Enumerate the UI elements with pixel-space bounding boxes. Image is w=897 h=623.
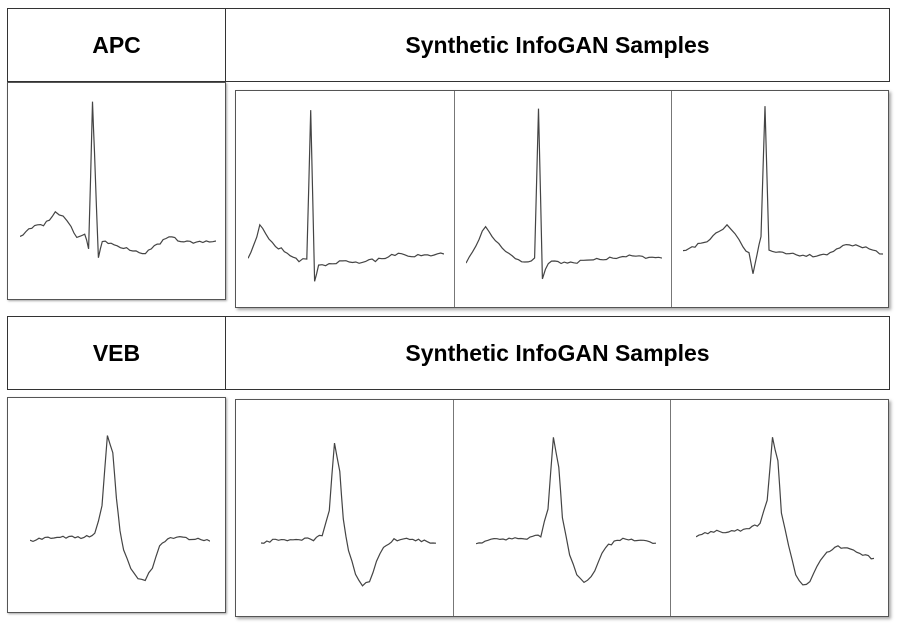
panel-divider	[670, 400, 671, 616]
class-label-text: APC	[92, 31, 141, 58]
ecg-waveform-line	[20, 101, 216, 258]
original-panel-apc	[7, 82, 226, 300]
panel-divider	[671, 91, 672, 307]
ecg-trace-synthetic-apc-1	[248, 110, 444, 282]
ecg-waveform-line	[261, 442, 436, 587]
ecg-trace-synthetic-veb-3	[696, 437, 874, 586]
ecg-trace-synthetic-apc-3	[683, 106, 883, 274]
synthetic-panel-group-apc	[235, 90, 889, 308]
class-label-header-veb: VEB	[7, 316, 226, 390]
ecg-trace-synthetic-veb-2	[476, 437, 656, 584]
ecg-trace-synthetic-apc-2	[466, 108, 662, 280]
samples-header-text: Synthetic InfoGAN Samples	[405, 339, 710, 366]
ecg-waveform-line	[476, 437, 656, 584]
original-panel-veb	[7, 397, 226, 613]
panel-divider	[454, 91, 455, 307]
samples-header-apc: Synthetic InfoGAN Samples	[225, 8, 890, 82]
ecg-waveform-line	[248, 110, 444, 282]
ecg-waveform-line	[683, 106, 883, 274]
ecg-trace-original-veb	[30, 435, 210, 582]
ecg-waveform-line	[30, 435, 210, 582]
ecg-trace-synthetic-veb-1	[261, 442, 436, 587]
samples-header-text: Synthetic InfoGAN Samples	[405, 31, 710, 58]
ecg-waveform-line	[466, 108, 662, 280]
panel-divider	[453, 400, 454, 616]
class-label-text: VEB	[92, 339, 141, 366]
samples-header-veb: Synthetic InfoGAN Samples	[225, 316, 890, 390]
synthetic-panel-group-veb	[235, 399, 889, 617]
ecg-trace-original-apc	[20, 101, 216, 258]
class-label-header-apc: APC	[7, 8, 226, 82]
ecg-waveform-line	[696, 437, 874, 586]
